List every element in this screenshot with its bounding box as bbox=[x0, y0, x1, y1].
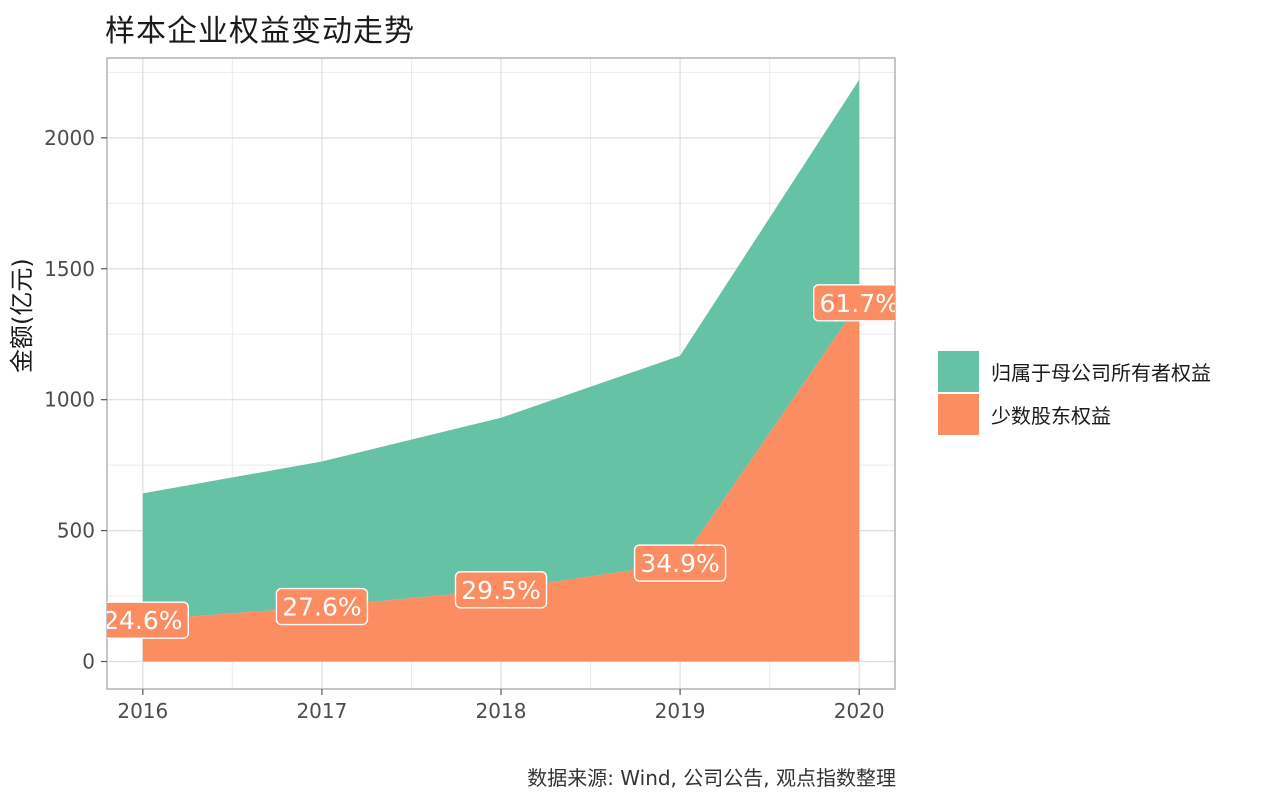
source-caption: 数据来源: Wind, 公司公告, 观点指数整理 bbox=[527, 766, 896, 790]
legend-swatch-minority-equity bbox=[938, 394, 979, 435]
data-label-box bbox=[454, 571, 548, 609]
legend-label-parent-equity: 归属于母公司所有者权益 bbox=[991, 361, 1211, 385]
data-label-box bbox=[107, 601, 190, 639]
area-parent-equity bbox=[142, 79, 860, 621]
data-labels: 24.6% 27.6% 29.5% 34.9% 61.7% bbox=[103, 284, 898, 639]
chart-title: 样本企业权益变动走势 bbox=[105, 14, 415, 49]
legend-item-minority-equity: 少数股东权益 bbox=[938, 393, 1211, 436]
data-label: 61.7% bbox=[819, 289, 898, 318]
data-label-layer: 24.6% 27.6% 29.5% 34.9% 61.7% bbox=[103, 284, 898, 639]
x-tick-label: 2016 bbox=[117, 699, 168, 723]
data-label-box bbox=[275, 587, 369, 626]
x-tick-label: 2019 bbox=[655, 699, 706, 723]
x-tick-label: 2018 bbox=[476, 699, 527, 723]
data-label: 29.5% bbox=[461, 576, 540, 605]
x-tick-label: 2017 bbox=[296, 699, 347, 723]
data-label-box bbox=[812, 284, 895, 322]
legend-label-minority-equity: 少数股东权益 bbox=[991, 404, 1111, 428]
axis-layer: 0 500 1000 1500 2000 2016 2017 2018 2019 2020 bbox=[44, 57, 896, 723]
data-label: 27.6% bbox=[282, 593, 361, 622]
legend-swatch-parent-equity bbox=[938, 351, 979, 392]
y-tick-label: 1000 bbox=[44, 388, 95, 412]
x-tick-label: 2020 bbox=[834, 699, 885, 723]
y-tick-label: 500 bbox=[57, 519, 95, 543]
y-tick-label: 1500 bbox=[44, 257, 95, 281]
y-tick-label: 2000 bbox=[44, 126, 95, 150]
data-label: 34.9% bbox=[640, 549, 719, 578]
legend-item-parent-equity: 归属于母公司所有者权益 bbox=[938, 350, 1211, 393]
data-label-box bbox=[633, 544, 727, 582]
legend: 归属于母公司所有者权益 少数股东权益 bbox=[938, 350, 1211, 436]
y-tick-label: 0 bbox=[82, 650, 95, 674]
data-label: 24.6% bbox=[103, 606, 182, 635]
